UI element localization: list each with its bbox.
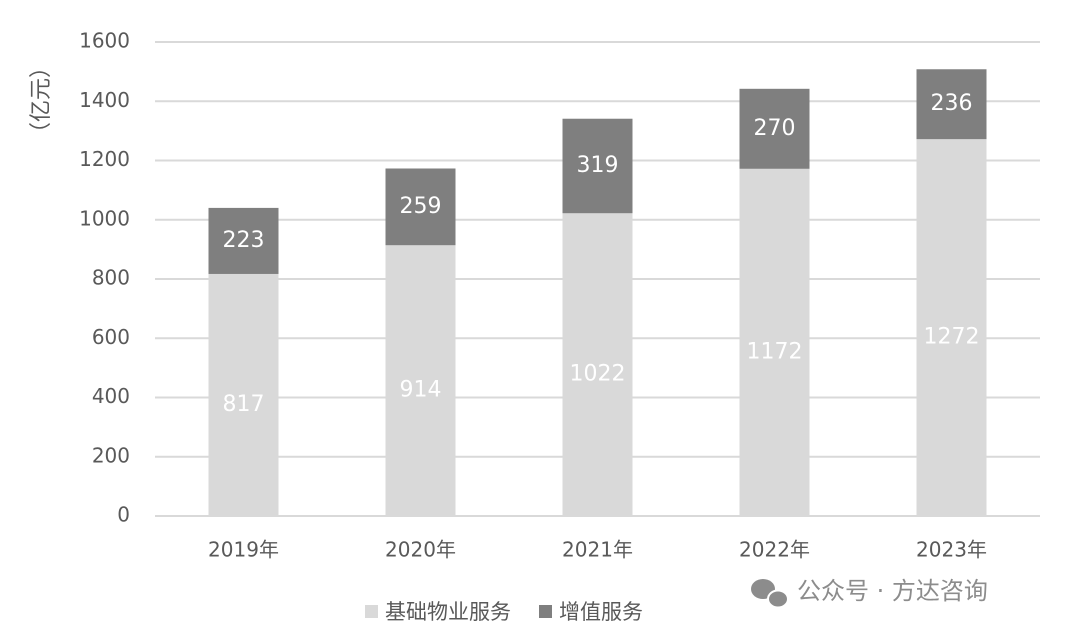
value-label: 1022 — [570, 362, 626, 387]
y-tick-label: 1000 — [79, 206, 130, 230]
y-tick-label: 800 — [92, 266, 130, 290]
bar-segment — [916, 139, 987, 517]
legend-swatch — [539, 605, 552, 618]
legend-label: 基础物业服务 — [385, 600, 511, 624]
y-tick-label: 1200 — [79, 147, 130, 171]
bar-segment — [916, 69, 987, 140]
x-tick-label: 2022年 — [739, 538, 810, 562]
x-tick-label: 2023年 — [916, 538, 987, 562]
x-tick-label: 2020年 — [385, 538, 456, 562]
watermark: 公众号 · 方达咨询 — [797, 577, 988, 605]
value-label: 319 — [577, 153, 619, 178]
value-label: 817 — [223, 392, 265, 417]
value-label: 1172 — [747, 339, 803, 364]
value-label: 223 — [223, 228, 265, 253]
y-tick-label: 1400 — [79, 88, 130, 112]
bar-segment — [562, 213, 633, 517]
watermark-icon — [751, 579, 789, 609]
value-label: 914 — [400, 378, 442, 403]
legend-swatch — [365, 605, 378, 618]
bar-segment — [562, 118, 633, 214]
legend-label: 增值服务 — [559, 600, 643, 624]
y-tick-label: 200 — [92, 443, 130, 467]
y-axis-title: （亿元） — [29, 56, 54, 144]
y-tick-label: 0 — [117, 503, 130, 527]
bar-segment — [385, 168, 456, 246]
bar-segment — [385, 245, 456, 517]
y-tick-label: 600 — [92, 325, 130, 349]
value-label: 259 — [400, 194, 442, 219]
bar-segment — [208, 273, 279, 516]
value-label: 236 — [931, 91, 973, 116]
bar-segment — [739, 168, 810, 517]
bar-segment — [208, 207, 279, 274]
y-tick-label: 400 — [92, 384, 130, 408]
x-tick-label: 2019年 — [208, 538, 279, 562]
value-label: 270 — [754, 116, 796, 141]
x-tick-label: 2021年 — [562, 538, 633, 562]
bar-segment — [739, 88, 810, 169]
value-label: 1272 — [924, 325, 980, 350]
y-tick-label: 1600 — [79, 29, 130, 53]
